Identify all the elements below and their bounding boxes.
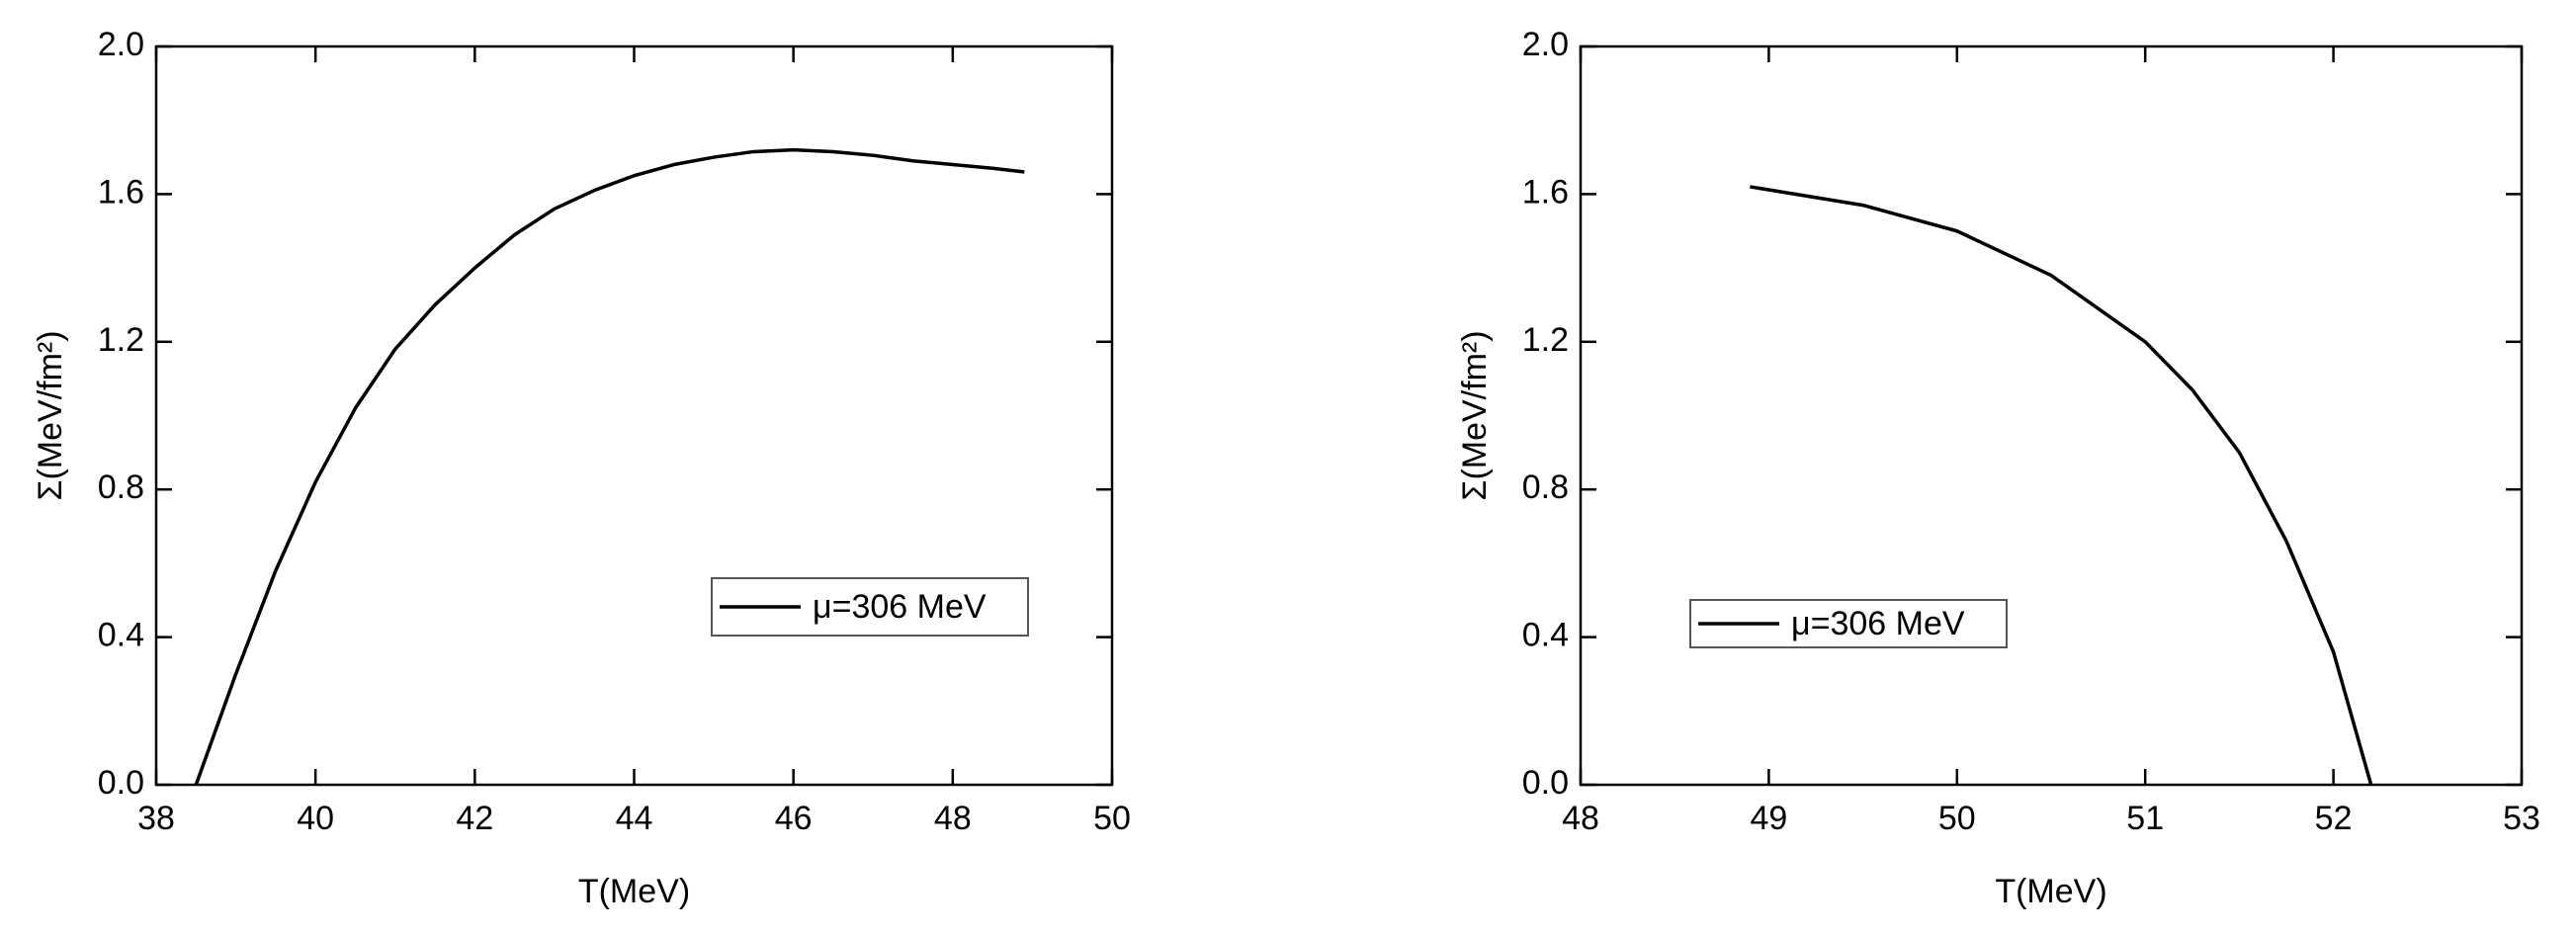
x-tick-label: 51: [2126, 800, 2164, 837]
y-tick-label: 0.8: [98, 468, 144, 506]
y-tick-label: 1.2: [98, 321, 144, 359]
x-axis-label: T(MeV): [1995, 873, 2106, 910]
x-tick-label: 53: [2503, 800, 2540, 837]
x-axis-label: T(MeV): [578, 873, 690, 910]
legend-label: μ=306 MeV: [813, 588, 987, 626]
y-tick-label: 0.0: [1522, 764, 1569, 802]
y-tick-label: 2.0: [1522, 26, 1569, 63]
x-tick-label: 49: [1750, 800, 1787, 837]
y-tick-label: 2.0: [98, 26, 144, 63]
legend-label: μ=306 MeV: [1791, 605, 1965, 642]
x-tick-label: 44: [616, 800, 653, 837]
y-tick-label: 1.6: [1522, 173, 1569, 211]
x-tick-label: 38: [137, 800, 175, 837]
y-tick-label: 0.0: [98, 764, 144, 802]
series-line: [1750, 185, 2373, 786]
x-tick-label: 48: [1562, 800, 1599, 837]
y-axis-label: Σ(MeV/fm²): [1456, 330, 1494, 500]
x-tick-label: 48: [934, 800, 972, 837]
y-tick-label: 0.8: [1522, 468, 1569, 506]
x-tick-label: 40: [297, 800, 334, 837]
y-tick-label: 0.4: [1522, 617, 1569, 654]
y-axis-label: Σ(MeV/fm²): [32, 330, 69, 500]
series-line: [194, 147, 1025, 786]
x-tick-label: 52: [2315, 800, 2353, 837]
plot-frame: [1579, 44, 2524, 787]
y-tick-label: 0.4: [98, 617, 144, 654]
x-tick-label: 42: [456, 800, 493, 837]
plot-frame: [154, 44, 1114, 787]
x-tick-label: 50: [1093, 800, 1131, 837]
y-tick-label: 1.2: [1522, 321, 1569, 359]
y-tick-label: 1.6: [98, 173, 144, 211]
x-tick-label: 50: [1938, 800, 1976, 837]
x-tick-label: 46: [775, 800, 813, 837]
